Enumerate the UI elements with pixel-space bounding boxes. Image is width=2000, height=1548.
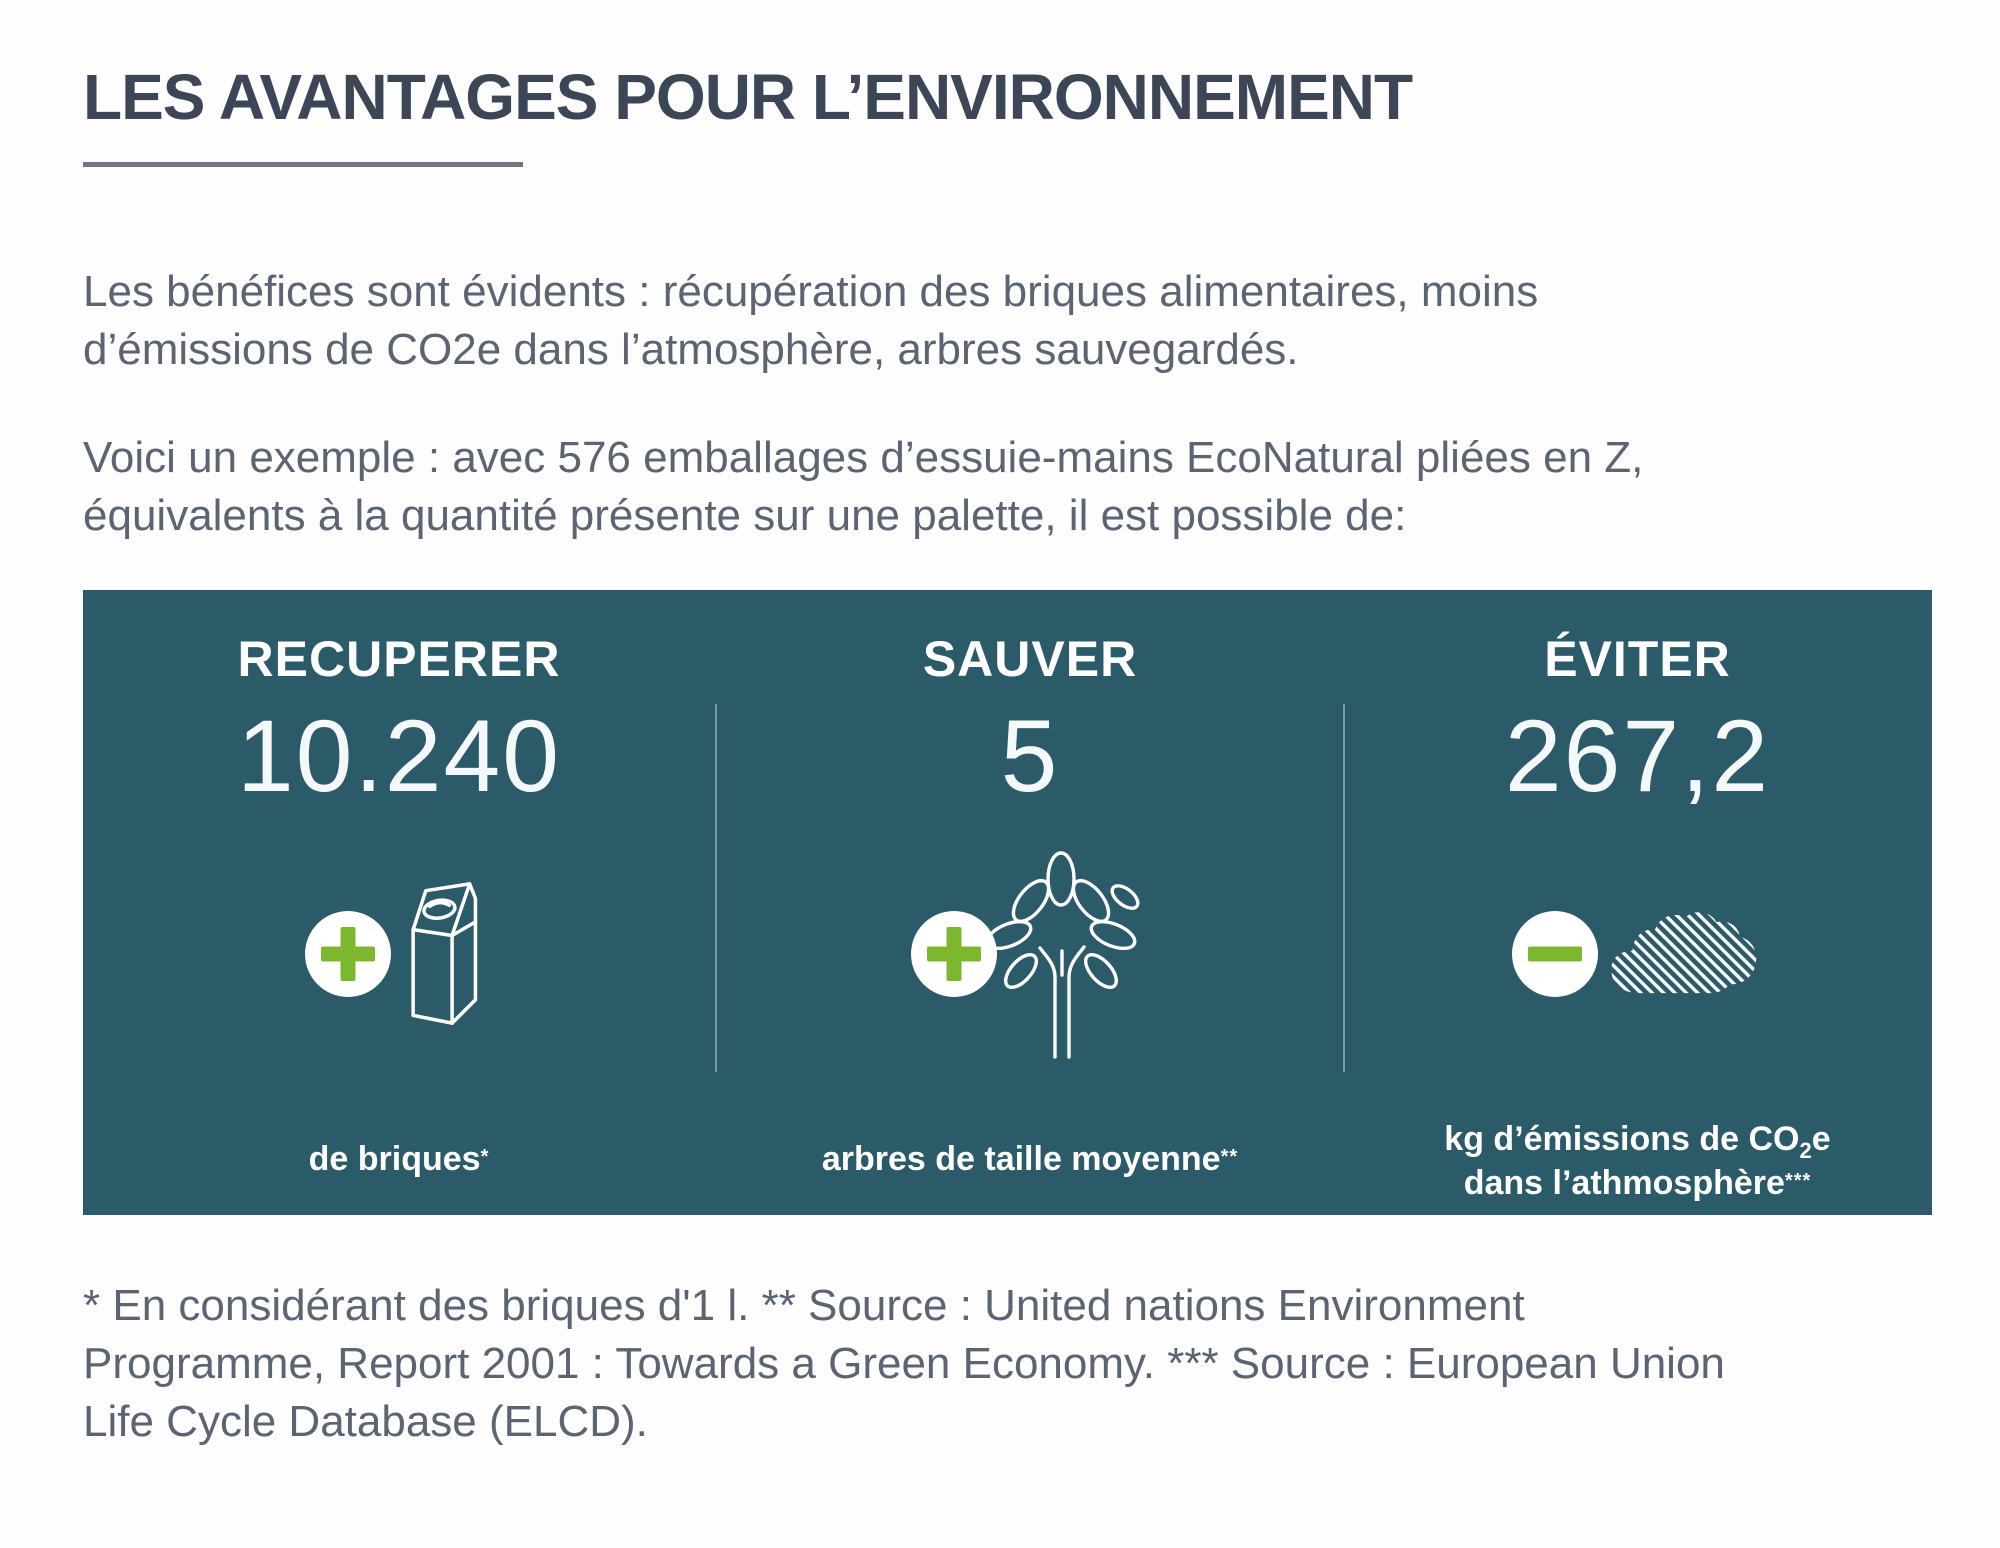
- column-divider: [1343, 704, 1345, 1072]
- stats-panel: RECUPERER 10.240 de briques*: [83, 590, 1932, 1215]
- footnote-line-1: * En considérant des briques d'1 l. ** S…: [83, 1281, 1525, 1330]
- co2-cloud-icon-area: [1511, 836, 1764, 1071]
- co2-cloud-icon: [1610, 911, 1756, 993]
- stat-value-arbres: 5: [1000, 699, 1060, 813]
- title-underline: [83, 162, 523, 167]
- footnote: * En considérant des briques d'1 l. ** S…: [83, 1277, 1932, 1451]
- stat-value-co2: 267,2: [1504, 699, 1771, 813]
- minus-icon: [1527, 946, 1582, 961]
- intro-2-line-2: équivalents à la quantité présente sur u…: [83, 491, 1407, 540]
- footnote-line-2: Programme, Report 2001 : Towards a Green…: [83, 1339, 1725, 1388]
- stat-column-eviter: ÉVITER 267,2 kg d’émissions de CO: [1345, 590, 1930, 1215]
- stat-heading-eviter: ÉVITER: [1544, 631, 1731, 687]
- stat-label-co2: kg d’émissions de CO2e dans l’athmosphèr…: [1345, 1119, 1930, 1203]
- tree-icon-area: [911, 836, 1149, 1071]
- stat-value-briques: 10.240: [237, 699, 561, 813]
- carton-icon: [411, 881, 478, 1025]
- minus-badge-icon: [1511, 910, 1598, 997]
- stat-label-co2-line-1: kg d’émissions de CO2e: [1444, 1120, 1831, 1163]
- stat-heading-recuperer: RECUPERER: [237, 631, 561, 687]
- footnote-line-3: Life Cycle Database (ELCD).: [83, 1397, 648, 1446]
- tree-icon: [985, 850, 1140, 1059]
- column-divider: [715, 704, 717, 1072]
- intro-paragraph-1: Les bénéfices sont évidents : récupérati…: [83, 263, 1932, 379]
- intro-2-line-1: Voici un exemple : avec 576 emballages d…: [83, 433, 1644, 482]
- stat-label-co2-line-2: dans l’athmosphère***: [1463, 1164, 1812, 1202]
- stat-label-arbres: arbres de taille moyenne**: [821, 1140, 1239, 1178]
- carton-icon-area: [305, 836, 493, 1071]
- page-title: LES AVANTAGES POUR L’ENVIRONNEMENT: [83, 61, 1413, 133]
- intro-1-line-2: d’émissions de CO2e dans l’atmosphère, a…: [83, 325, 1299, 374]
- intro-1-line-1: Les bénéfices sont évidents : récupérati…: [83, 267, 1539, 316]
- stat-column-sauver: SAUVER 5: [717, 590, 1343, 1215]
- stat-label-briques: de briques*: [308, 1140, 490, 1178]
- plus-badge-icon: [305, 910, 391, 997]
- plus-badge-icon: [911, 910, 997, 997]
- intro-paragraph-2: Voici un exemple : avec 576 emballages d…: [83, 429, 1932, 545]
- stat-column-recuperer: RECUPERER 10.240 de briques*: [83, 590, 715, 1215]
- stat-heading-sauver: SAUVER: [922, 631, 1138, 687]
